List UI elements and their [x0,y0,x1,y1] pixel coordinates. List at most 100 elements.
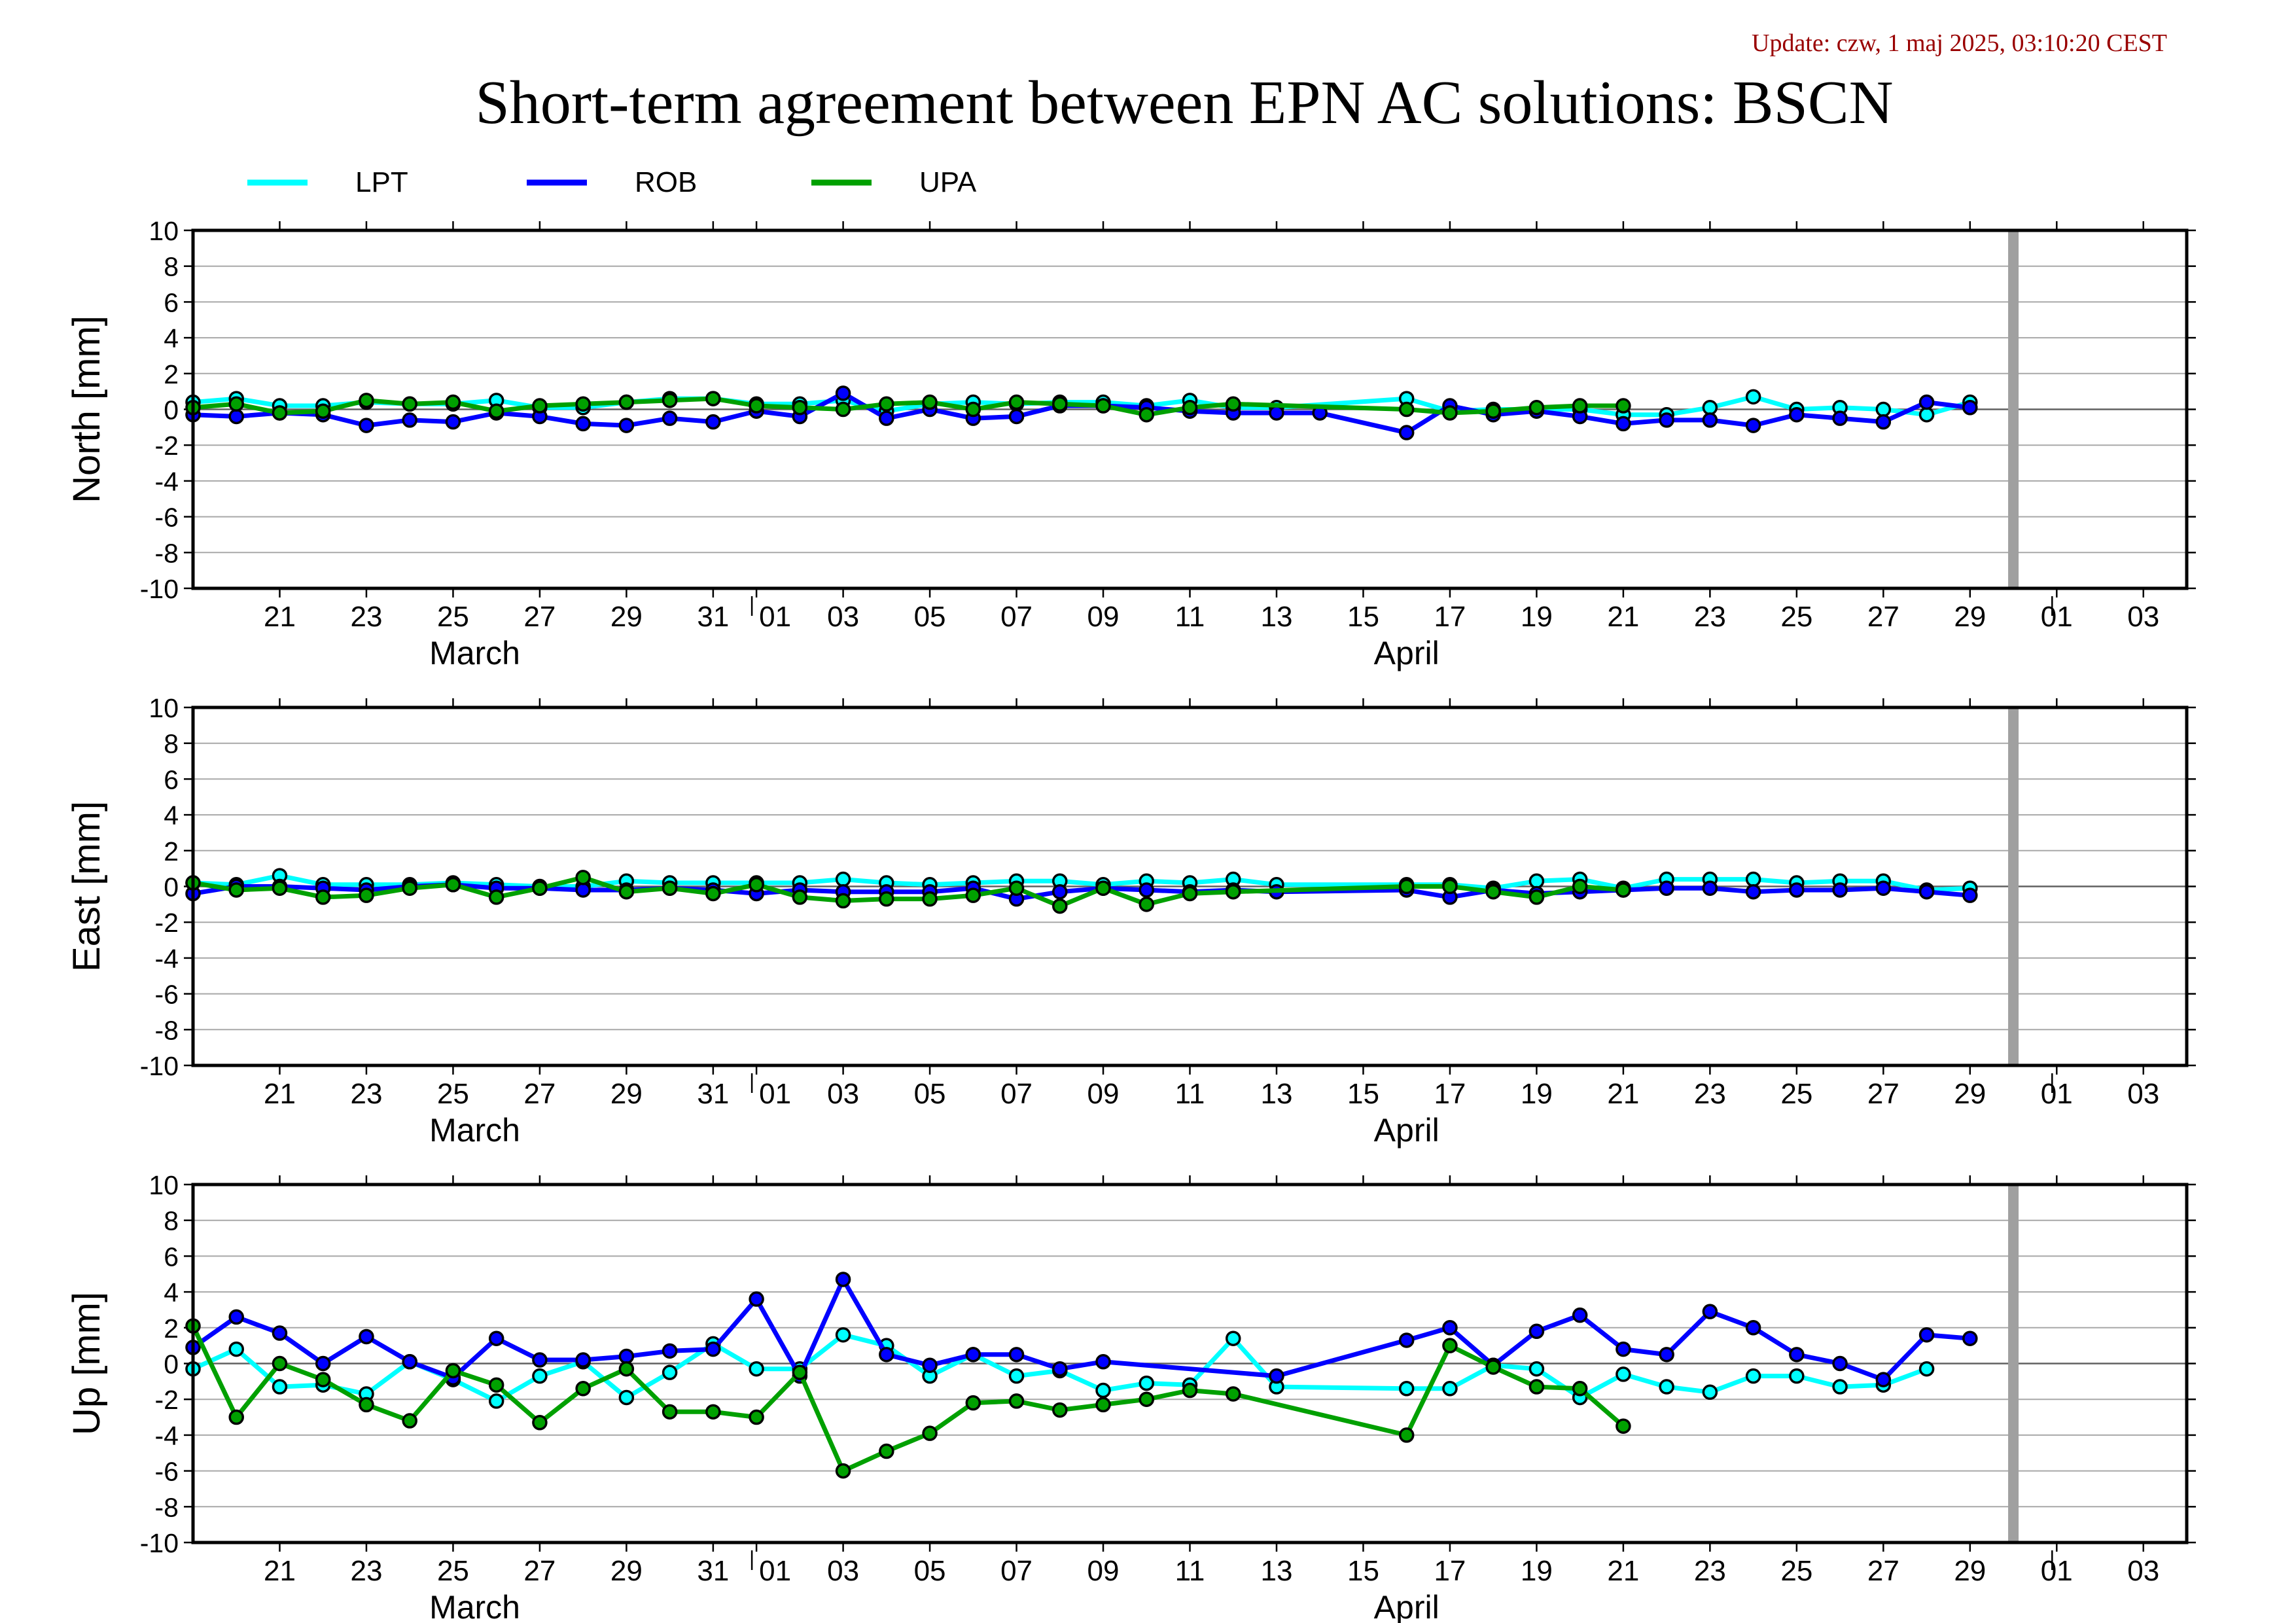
data-point-rob [662,1343,678,1359]
data-point-rob [402,412,417,428]
x-tick-label: 13 [1261,1078,1293,1110]
x-tick-label: 29 [1954,601,1986,633]
data-point-upa [272,1355,288,1372]
series-line-lpt [192,873,1970,893]
data-point-rob [532,1352,548,1368]
y-axis-label: North [mm] [65,315,108,503]
series-upa [185,1318,1631,1479]
data-point-rob [228,1309,244,1325]
data-point-rob [359,1329,374,1345]
data-point-rob [1702,1304,1718,1319]
data-point-upa [1572,1381,1588,1397]
x-tick-label: 27 [1867,1078,1899,1110]
data-point-upa [228,396,244,412]
x-tick-label: 31 [697,601,729,633]
data-point-lpt [1528,873,1545,889]
data-point-rob [705,414,721,430]
x-tick-label: 19 [1521,1078,1553,1110]
x-tick-label: 17 [1434,601,1466,633]
data-point-rob [618,418,635,433]
x-tick-label: 29 [1954,1555,1986,1587]
y-tick-label: 0 [164,872,179,902]
data-point-upa [1398,1427,1415,1443]
x-tick-label: 29 [610,1078,643,1110]
x-tick-label: 07 [1000,1078,1033,1110]
x-tick-label: 27 [523,1078,556,1110]
data-point-rob [1962,400,1978,416]
data-point-upa [662,880,678,896]
data-point-rob [1139,882,1155,898]
data-point-upa [359,1397,374,1413]
data-point-rob [879,1347,894,1363]
x-tick-label: 21 [1607,1078,1639,1110]
y-tick-label: 4 [164,1277,179,1308]
data-point-rob [1269,405,1284,421]
data-point-rob [1269,1368,1284,1384]
x-tick-label: 17 [1434,1078,1466,1110]
x-tick-label: 25 [437,1555,469,1587]
data-point-lpt [662,1364,678,1380]
data-point-rob [1659,880,1674,896]
x-tick-label: 23 [1694,601,1726,633]
plot-frame [191,228,2189,590]
data-point-rob [1789,882,1805,898]
y-tick-label: 2 [164,359,179,389]
y-tick-label: -10 [140,574,179,604]
y-tick-label: -6 [155,503,179,533]
data-point-rob [705,1341,721,1357]
y-tick-label: 2 [164,836,179,866]
data-point-lpt [1095,1382,1111,1399]
chart-title: Short-term agreement between EPN AC solu… [475,69,1893,137]
data-point-upa [1008,394,1025,410]
x-tick-label: 15 [1347,1555,1379,1587]
x-tick-label: 23 [350,601,382,633]
data-point-lpt [1616,1366,1631,1382]
data-point-upa [1442,1338,1458,1353]
y-tick-label: 0 [164,1349,179,1380]
data-point-upa [272,405,288,421]
data-point-upa [1616,398,1631,414]
data-point-upa [532,398,548,414]
x-tick-label: 05 [914,601,946,633]
x-tick-label: 01 [759,1078,791,1110]
y-tick-label: 4 [164,323,179,353]
data-point-rob [575,882,591,898]
month-label: March [429,1112,520,1149]
data-point-lpt [532,1368,548,1384]
y-tick-label: -4 [155,467,179,497]
y-tick-label: 10 [149,693,179,723]
data-point-rob [1918,1327,1935,1343]
data-point-upa [1052,396,1068,412]
data-point-upa [705,885,721,902]
y-tick-label: 10 [149,1170,179,1200]
data-point-upa [1225,883,1241,900]
x-tick-label: 01 [2041,1555,2073,1587]
panels: 10 8 6 4 2 0 -2 -4 -6 -8 -10 North [mm] 21 23 25 27 29 31… [65,216,2196,1623]
x-tick-label: 27 [523,601,556,633]
x-tick-label: 21 [1607,601,1639,633]
data-point-lpt [1702,1384,1718,1400]
data-point-upa [532,1415,548,1431]
data-point-upa [402,880,417,896]
series-upa [185,870,1631,914]
x-tick-label: 25 [1780,601,1812,633]
x-tick-label: 03 [827,1078,859,1110]
data-point-upa [1528,889,1545,905]
data-point-rob [1875,1372,1892,1387]
data-point-rob [575,416,591,432]
data-point-lpt [272,1379,288,1395]
data-point-rob [922,1357,938,1373]
data-point-lpt [1918,1361,1935,1377]
data-point-upa [1398,401,1415,418]
x-tick-label: 05 [914,1555,946,1587]
data-point-upa [1139,1391,1155,1407]
data-point-upa [1225,396,1241,412]
data-point-upa [1485,403,1501,419]
x-tick-label: 21 [264,601,296,633]
y-tick-label: -2 [155,1385,179,1415]
x-tick-label: 03 [827,601,859,633]
data-point-upa [965,1395,981,1411]
data-point-rob [1528,1323,1545,1340]
data-point-lpt [1659,1379,1674,1395]
data-point-upa [445,877,461,893]
